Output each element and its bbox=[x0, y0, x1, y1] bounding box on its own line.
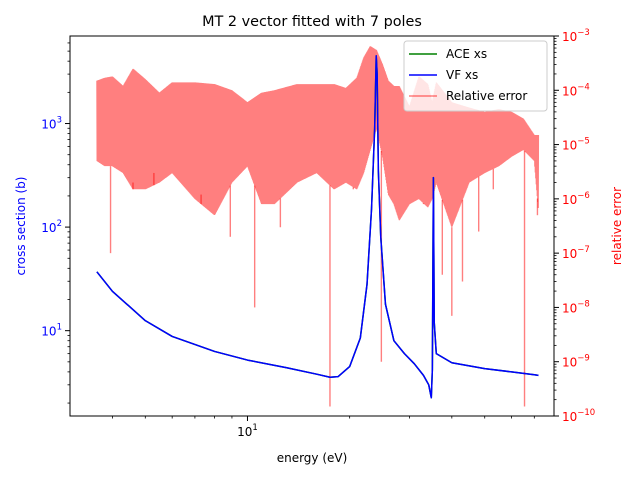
y-right-tick-label-6: 10−4 bbox=[562, 82, 590, 98]
y-right-tick-label-1: 10−9 bbox=[562, 354, 590, 370]
y-right-tick-label-5: 10−5 bbox=[562, 137, 590, 153]
plot-frame bbox=[69, 35, 555, 417]
y-axis-right: 10−10 10−9 10−8 10−7 10−6 10−5 10−4 10−3 bbox=[554, 28, 595, 424]
y-right-tick-label-7: 10−3 bbox=[562, 28, 590, 44]
y-tick-label-1: 102 bbox=[41, 219, 62, 235]
y-axis-left: 101 102 103 bbox=[41, 42, 70, 404]
legend-label-ace-xs: ACE xs bbox=[446, 47, 487, 61]
legend-label-vf-xs: VF xs bbox=[446, 68, 478, 82]
cross-section-series bbox=[96, 55, 539, 399]
y-right-tick-label-3: 10−7 bbox=[562, 245, 590, 261]
y-axis-label-right: relative error bbox=[610, 187, 624, 265]
y-axis-label-left: cross section (b) bbox=[14, 177, 28, 276]
legend-box bbox=[403, 40, 548, 112]
vf-xs-line bbox=[96, 55, 539, 399]
chart-title: MT 2 vector fitted with 7 poles bbox=[202, 14, 422, 30]
y-right-tick-label-4: 10−6 bbox=[562, 191, 590, 207]
x-axis-label: energy (eV) bbox=[277, 451, 348, 465]
legend-label-relative-error: Relative error bbox=[446, 89, 527, 103]
legend: ACE xs VF xs Relative error bbox=[403, 40, 548, 112]
x-tick-label-0: 101 bbox=[237, 423, 258, 439]
y-right-tick-label-0: 10−10 bbox=[562, 408, 595, 424]
x-axis: 101 bbox=[112, 416, 535, 439]
y-right-tick-label-2: 10−8 bbox=[562, 299, 590, 315]
y-tick-label-0: 101 bbox=[41, 323, 62, 339]
y-tick-label-2: 103 bbox=[41, 116, 62, 132]
